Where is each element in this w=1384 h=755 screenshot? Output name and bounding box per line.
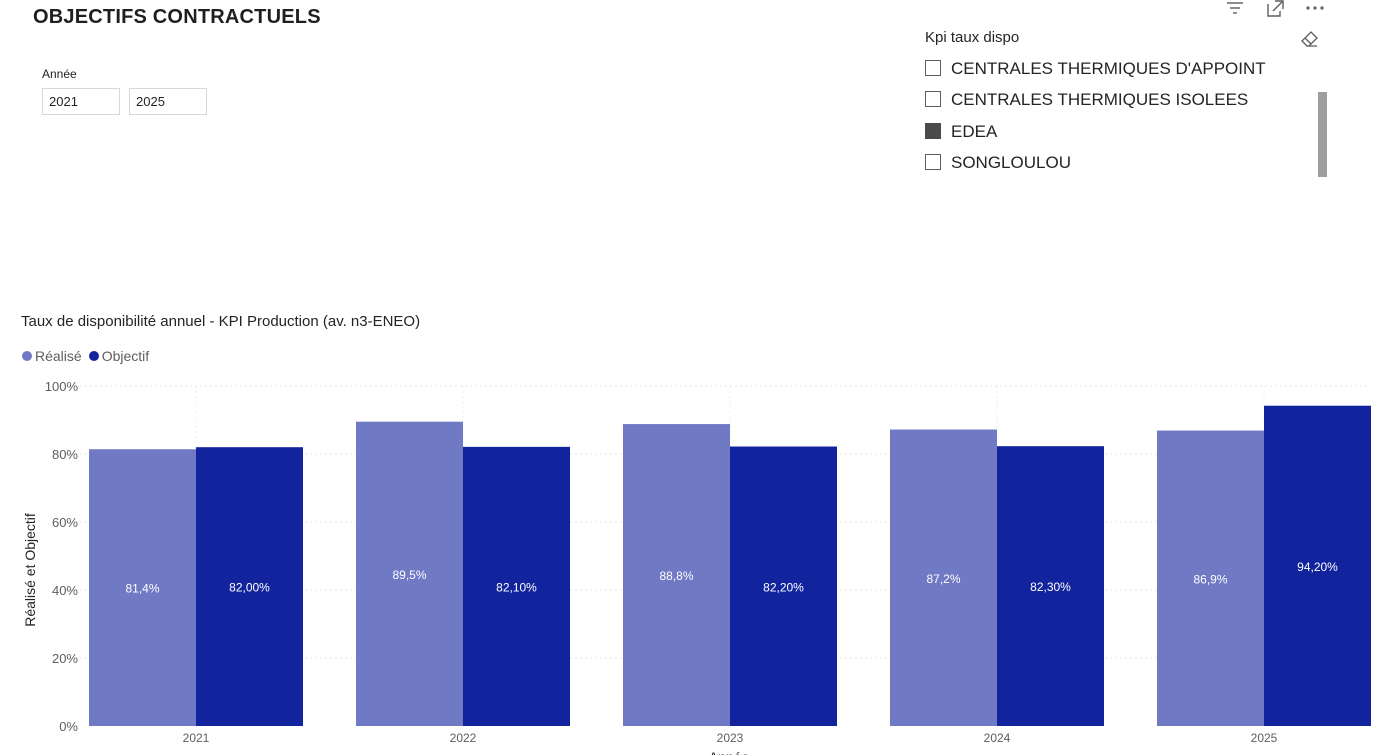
- data-label: 86,9%: [1193, 572, 1227, 586]
- bar-objectif-2024[interactable]: [997, 446, 1104, 726]
- checkbox[interactable]: [925, 154, 941, 170]
- focus-mode-icon[interactable]: [1265, 0, 1285, 18]
- x-tick-label: 2024: [984, 731, 1011, 745]
- slicer-item-label: CENTRALES THERMIQUES ISOLEES: [951, 90, 1249, 109]
- chart-legend: Réalisé Objectif: [22, 348, 156, 364]
- slicer-item-label: EDEA: [951, 122, 998, 141]
- bar-realise-2021[interactable]: [89, 449, 196, 726]
- more-options-icon[interactable]: [1305, 0, 1325, 18]
- slicer-item-label: SONGLOULOU: [951, 153, 1071, 172]
- x-tick-label: 2023: [717, 731, 744, 745]
- y-tick-label: 40%: [52, 583, 78, 598]
- legend-item-objectif[interactable]: Objectif: [88, 348, 150, 364]
- kpi-slicer-title: Kpi taux dispo: [925, 29, 1020, 46]
- data-label: 82,00%: [229, 581, 270, 595]
- y-tick-label: 0%: [59, 719, 78, 734]
- checkbox-checked[interactable]: [925, 123, 941, 139]
- data-label: 87,2%: [926, 572, 960, 586]
- x-tick-label: 2022: [450, 731, 477, 745]
- bar-chart: 0% 20% 40% 60% 80% 100% 81,4% 82,00% 2021 89,5% 82…: [22, 379, 1371, 755]
- year-start-input[interactable]: 2021: [42, 88, 120, 115]
- data-label: 89,5%: [392, 568, 426, 582]
- bar-objectif-2025[interactable]: [1264, 405, 1371, 726]
- y-tick-label: 100%: [45, 379, 79, 394]
- bar-objectif-2021[interactable]: [196, 447, 303, 726]
- bar-objectif-2022[interactable]: [463, 446, 570, 726]
- y-tick-label: 60%: [52, 515, 78, 530]
- slicer-item-label: CENTRALES THERMIQUES D'APPOINT: [951, 59, 1266, 78]
- checkbox[interactable]: [925, 60, 941, 76]
- data-label: 88,8%: [659, 569, 693, 583]
- data-label: 82,30%: [1030, 580, 1071, 594]
- legend-dot: [88, 351, 99, 361]
- data-label: 82,20%: [763, 580, 804, 594]
- x-tick-label: 2025: [1251, 731, 1278, 745]
- legend-label: Objectif: [101, 348, 150, 364]
- data-label: 94,20%: [1297, 560, 1338, 574]
- filter-icon[interactable]: [1225, 0, 1245, 18]
- year-end-input[interactable]: 2025: [129, 88, 207, 115]
- slicer-scrollbar[interactable]: [1318, 92, 1327, 177]
- bar-objectif-2023[interactable]: [730, 446, 837, 726]
- y-axis-title: Réalisé et Objectif: [22, 513, 38, 627]
- x-tick-label: 2021: [183, 731, 210, 745]
- y-tick-label: 20%: [52, 651, 78, 666]
- page-title: OBJECTIFS CONTRACTUELS: [33, 6, 321, 28]
- data-label: 82,10%: [496, 580, 537, 594]
- y-tick-label: 80%: [52, 447, 78, 462]
- bar-realise-2024[interactable]: [890, 429, 997, 726]
- data-label: 81,4%: [125, 582, 159, 596]
- bar-realise-2022[interactable]: [356, 421, 463, 726]
- legend-label: Réalisé: [35, 348, 82, 364]
- eraser-icon[interactable]: [1300, 30, 1320, 48]
- chart-title: Taux de disponibilité annuel - KPI Produ…: [21, 313, 421, 330]
- checkbox[interactable]: [925, 91, 941, 107]
- legend-item-realise[interactable]: Réalisé: [22, 348, 82, 364]
- legend-dot: [22, 351, 32, 361]
- year-slicer-label: Année: [42, 67, 77, 81]
- bar-realise-2025[interactable]: [1157, 430, 1264, 726]
- bar-realise-2023[interactable]: [623, 424, 730, 726]
- x-axis-title: Année: [709, 749, 750, 755]
